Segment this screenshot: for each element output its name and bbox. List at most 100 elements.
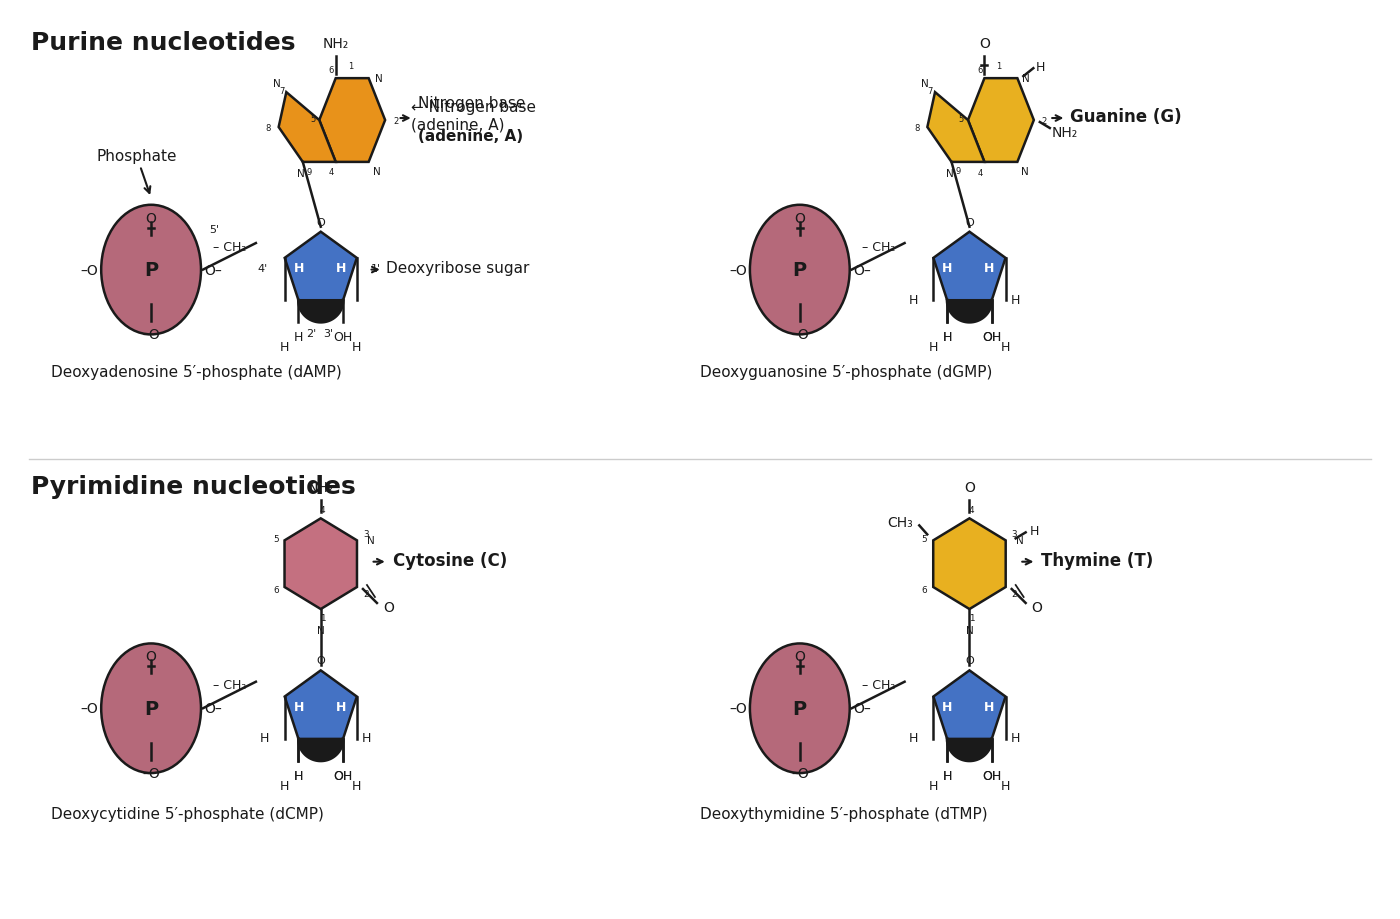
- Text: 4': 4': [258, 263, 267, 273]
- Text: H: H: [336, 262, 346, 275]
- Text: H: H: [984, 700, 994, 713]
- Polygon shape: [298, 301, 343, 323]
- Ellipse shape: [750, 643, 850, 773]
- Text: 1: 1: [321, 613, 326, 622]
- Polygon shape: [967, 79, 1033, 163]
- Text: O: O: [384, 600, 393, 614]
- Text: 4: 4: [329, 167, 333, 176]
- Text: (adenine, A): (adenine, A): [417, 129, 522, 144]
- Text: N: N: [367, 536, 375, 546]
- Text: H: H: [294, 262, 304, 275]
- Polygon shape: [298, 739, 343, 761]
- Text: – CH₂: – CH₂: [213, 678, 246, 691]
- Text: H: H: [1036, 61, 1044, 74]
- Text: O: O: [979, 37, 990, 51]
- Polygon shape: [948, 301, 991, 323]
- Text: H: H: [928, 341, 938, 354]
- Text: 5': 5': [209, 224, 220, 234]
- Text: O: O: [1032, 600, 1043, 614]
- Text: H: H: [909, 732, 918, 744]
- Text: OH: OH: [333, 769, 353, 782]
- Text: 3: 3: [1012, 529, 1018, 539]
- Text: –O: –O: [729, 701, 746, 716]
- Text: Thymine (T): Thymine (T): [1042, 551, 1154, 569]
- Text: 4: 4: [977, 169, 983, 177]
- Text: P: P: [144, 261, 158, 279]
- Text: H: H: [942, 769, 952, 782]
- Polygon shape: [284, 671, 357, 739]
- Text: 3: 3: [363, 529, 368, 539]
- Text: 6: 6: [977, 66, 983, 75]
- Text: P: P: [144, 699, 158, 718]
- Text: N: N: [375, 74, 382, 84]
- Text: – CH₂: – CH₂: [213, 241, 246, 254]
- Text: 5: 5: [959, 114, 965, 123]
- Text: 8: 8: [265, 123, 270, 132]
- Text: N: N: [1022, 166, 1029, 176]
- Text: Deoxyadenosine 5′-phosphate (dAMP): Deoxyadenosine 5′-phosphate (dAMP): [52, 365, 342, 380]
- Text: P: P: [792, 261, 806, 279]
- Text: Deoxythymidine 5′-phosphate (dTMP): Deoxythymidine 5′-phosphate (dTMP): [700, 806, 987, 821]
- Text: O: O: [794, 650, 805, 664]
- Text: H: H: [280, 341, 290, 354]
- Text: N: N: [966, 625, 973, 635]
- Text: H: H: [280, 779, 290, 792]
- Polygon shape: [948, 739, 991, 761]
- Text: 4: 4: [969, 505, 974, 515]
- Text: –O: –O: [80, 701, 98, 716]
- Text: 1': 1': [371, 263, 381, 273]
- Text: Pyrimidine nucleotides: Pyrimidine nucleotides: [31, 474, 356, 498]
- Text: O: O: [794, 211, 805, 225]
- Text: 9: 9: [955, 166, 960, 176]
- Text: 4: 4: [321, 505, 326, 515]
- Text: N: N: [273, 79, 280, 89]
- Text: H: H: [260, 732, 269, 744]
- Text: –O: –O: [791, 328, 809, 342]
- Polygon shape: [934, 233, 1005, 301]
- Text: OH: OH: [983, 331, 1001, 344]
- Text: 5: 5: [309, 114, 315, 123]
- Text: N: N: [921, 79, 930, 89]
- Text: OH: OH: [983, 769, 1001, 782]
- Text: OH: OH: [333, 331, 353, 344]
- Text: OH: OH: [333, 769, 353, 782]
- Text: H: H: [909, 293, 918, 306]
- Text: – CH₂: – CH₂: [861, 678, 895, 691]
- Text: Guanine (G): Guanine (G): [1070, 108, 1182, 126]
- Text: H: H: [336, 700, 346, 713]
- Text: –O: –O: [143, 766, 160, 780]
- Text: OH: OH: [983, 769, 1001, 782]
- Text: –O: –O: [80, 263, 98, 278]
- Text: O: O: [965, 655, 974, 665]
- Text: 3': 3': [323, 329, 333, 339]
- Text: 7: 7: [928, 86, 932, 96]
- Text: H: H: [942, 700, 952, 713]
- Text: O: O: [965, 218, 974, 228]
- Text: O–: O–: [853, 701, 871, 716]
- Polygon shape: [284, 233, 357, 301]
- Text: O: O: [316, 218, 325, 228]
- Text: 7: 7: [279, 86, 284, 96]
- Text: N: N: [372, 166, 381, 176]
- Text: H: H: [1001, 779, 1011, 792]
- Polygon shape: [934, 671, 1005, 739]
- Text: –O: –O: [729, 263, 746, 278]
- Text: –O: –O: [791, 766, 809, 780]
- Text: Deoxyribose sugar: Deoxyribose sugar: [385, 261, 529, 276]
- Ellipse shape: [101, 643, 202, 773]
- Text: H: H: [1029, 525, 1039, 538]
- Text: O: O: [316, 655, 325, 665]
- Text: Cytosine (C): Cytosine (C): [392, 551, 507, 569]
- Text: H: H: [942, 769, 952, 782]
- Text: N: N: [297, 169, 305, 178]
- Text: H: H: [353, 779, 361, 792]
- Text: 2': 2': [307, 329, 316, 339]
- Text: N: N: [316, 625, 325, 635]
- Polygon shape: [279, 93, 336, 163]
- Text: N: N: [1015, 536, 1023, 546]
- Text: N: N: [1022, 74, 1030, 84]
- Text: O–: O–: [853, 263, 871, 278]
- Text: ← Nitrogen base
(adenine, A): ← Nitrogen base (adenine, A): [410, 100, 536, 132]
- Text: – CH₂: – CH₂: [861, 241, 895, 254]
- Text: H: H: [928, 779, 938, 792]
